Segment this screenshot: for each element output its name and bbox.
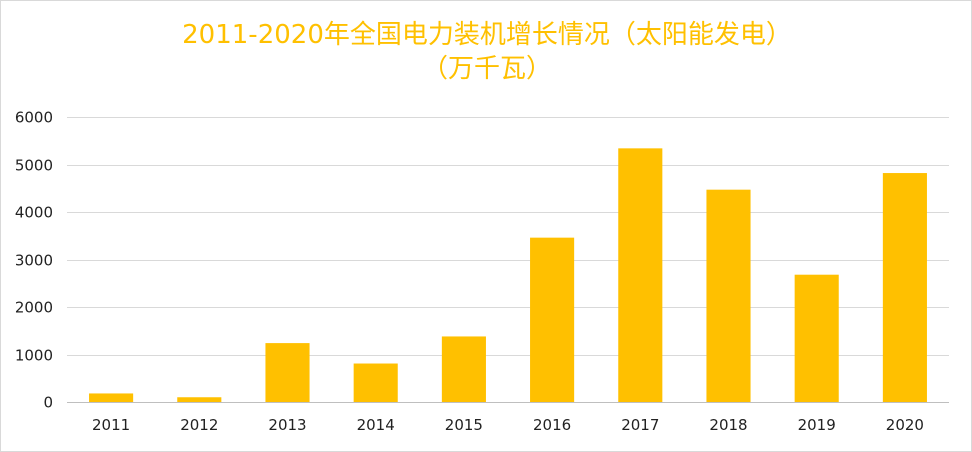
x-tick-label: 2013 (268, 416, 306, 434)
x-tick-label: 2011 (92, 416, 130, 434)
y-tick-label: 5000 (15, 157, 53, 175)
bar-2013 (265, 343, 310, 402)
bar-2015 (441, 336, 486, 402)
bar-2011 (89, 393, 134, 402)
bar-2012 (177, 397, 222, 402)
x-tick-label: 2016 (533, 416, 571, 434)
y-tick-label: 1000 (15, 347, 53, 365)
x-tick-label: 2019 (798, 416, 836, 434)
x-tick-label: 2015 (445, 416, 483, 434)
y-tick-label: 4000 (15, 204, 53, 222)
bar-2020 (882, 173, 927, 402)
bar-2016 (530, 237, 575, 402)
y-tick-label: 3000 (15, 252, 53, 270)
bar-2019 (794, 274, 839, 402)
x-tick-label: 2020 (886, 416, 924, 434)
bar-2018 (706, 189, 751, 402)
y-tick-label: 2000 (15, 299, 53, 317)
bars (89, 148, 927, 402)
chart-title-line-1: 2011-2020年全国电力装机增长情况（太阳能发电） (182, 20, 792, 50)
x-tick-label: 2018 (709, 416, 747, 434)
x-tick-label: 2014 (357, 416, 395, 434)
x-tick-label: 2017 (621, 416, 659, 434)
bar-2014 (353, 363, 398, 402)
bar-2017 (618, 148, 663, 402)
chart-title-line-2: （万千瓦） (421, 54, 552, 84)
y-tick-label: 0 (43, 394, 53, 412)
y-tick-labels: 0 1000 2000 3000 4000 5000 6000 (15, 109, 53, 412)
x-tick-labels: 2011 2012 2013 2014 2015 2016 2017 2018 2019 2020 (92, 416, 924, 434)
gridlines (67, 117, 949, 356)
x-tick-label: 2012 (180, 416, 218, 434)
y-tick-label: 6000 (15, 109, 53, 127)
